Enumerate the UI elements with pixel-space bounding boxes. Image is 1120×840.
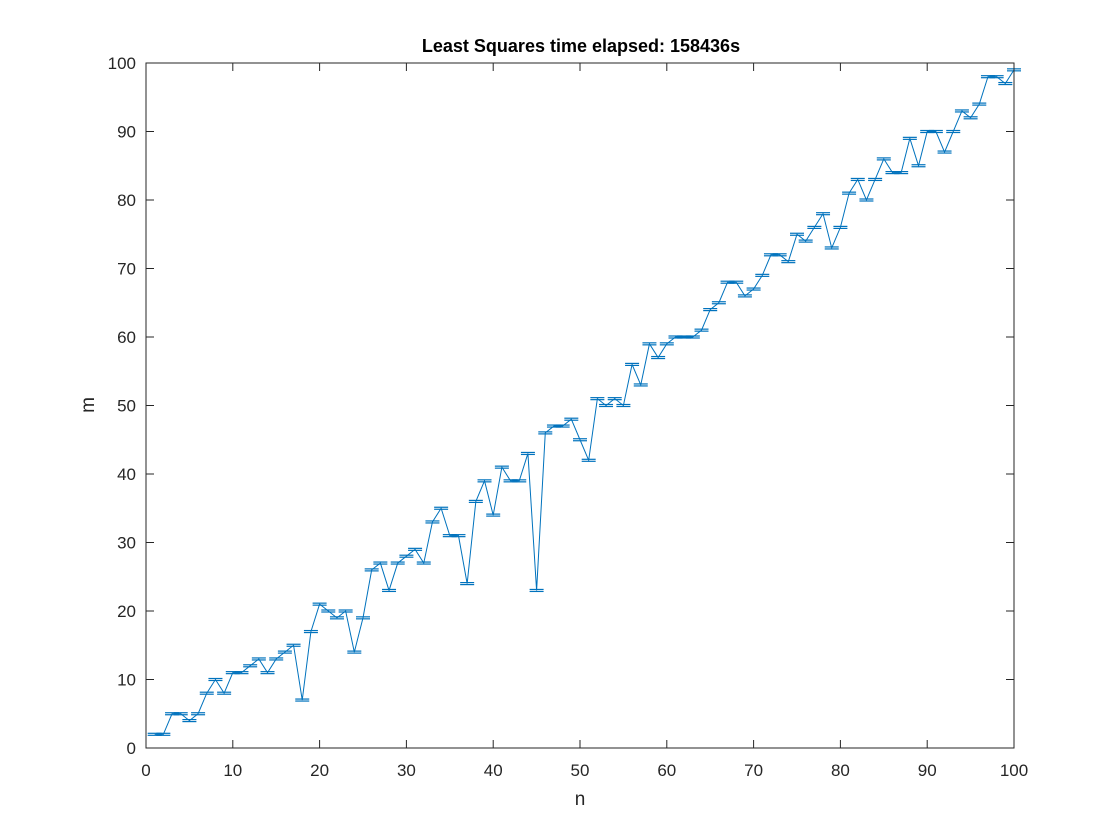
x-axis-label: n: [575, 789, 586, 810]
y-tick-label: 20: [117, 602, 136, 621]
y-tick-label: 10: [117, 671, 136, 690]
y-tick-label: 70: [117, 260, 136, 279]
x-tick-label: 10: [223, 761, 242, 780]
x-tick-label: 80: [831, 761, 850, 780]
y-tick-label: 90: [117, 123, 136, 142]
tick-labels: 0 10 20 30 40 50 60 70 80 90 100 0 10 20 30 40 50 60 70 80 9…: [108, 54, 1029, 780]
x-tick-label: 60: [657, 761, 676, 780]
plot-area: [146, 63, 1014, 748]
y-tick-label: 40: [117, 465, 136, 484]
y-tick-label: 100: [108, 54, 136, 73]
chart-title: Least Squares time elapsed: 158436s: [422, 36, 740, 56]
series-line: [154, 69, 1015, 735]
x-tick-label: 70: [744, 761, 763, 780]
x-tick-label: 40: [484, 761, 503, 780]
y-tick-label: 50: [117, 397, 136, 416]
y-tick-label: 0: [127, 739, 136, 758]
x-tick-label: 100: [1000, 761, 1028, 780]
x-tick-label: 50: [571, 761, 590, 780]
x-tick-label: 20: [310, 761, 329, 780]
series-layer: [147, 68, 1021, 736]
y-axis-label: m: [78, 397, 99, 413]
x-tick-label: 0: [141, 761, 150, 780]
x-tick-label: 30: [397, 761, 416, 780]
x-tick-label: 90: [918, 761, 937, 780]
y-tick-label: 60: [117, 328, 136, 347]
y-tick-label: 30: [117, 534, 136, 553]
y-tick-label: 80: [117, 191, 136, 210]
plot-box: [145, 62, 1015, 749]
